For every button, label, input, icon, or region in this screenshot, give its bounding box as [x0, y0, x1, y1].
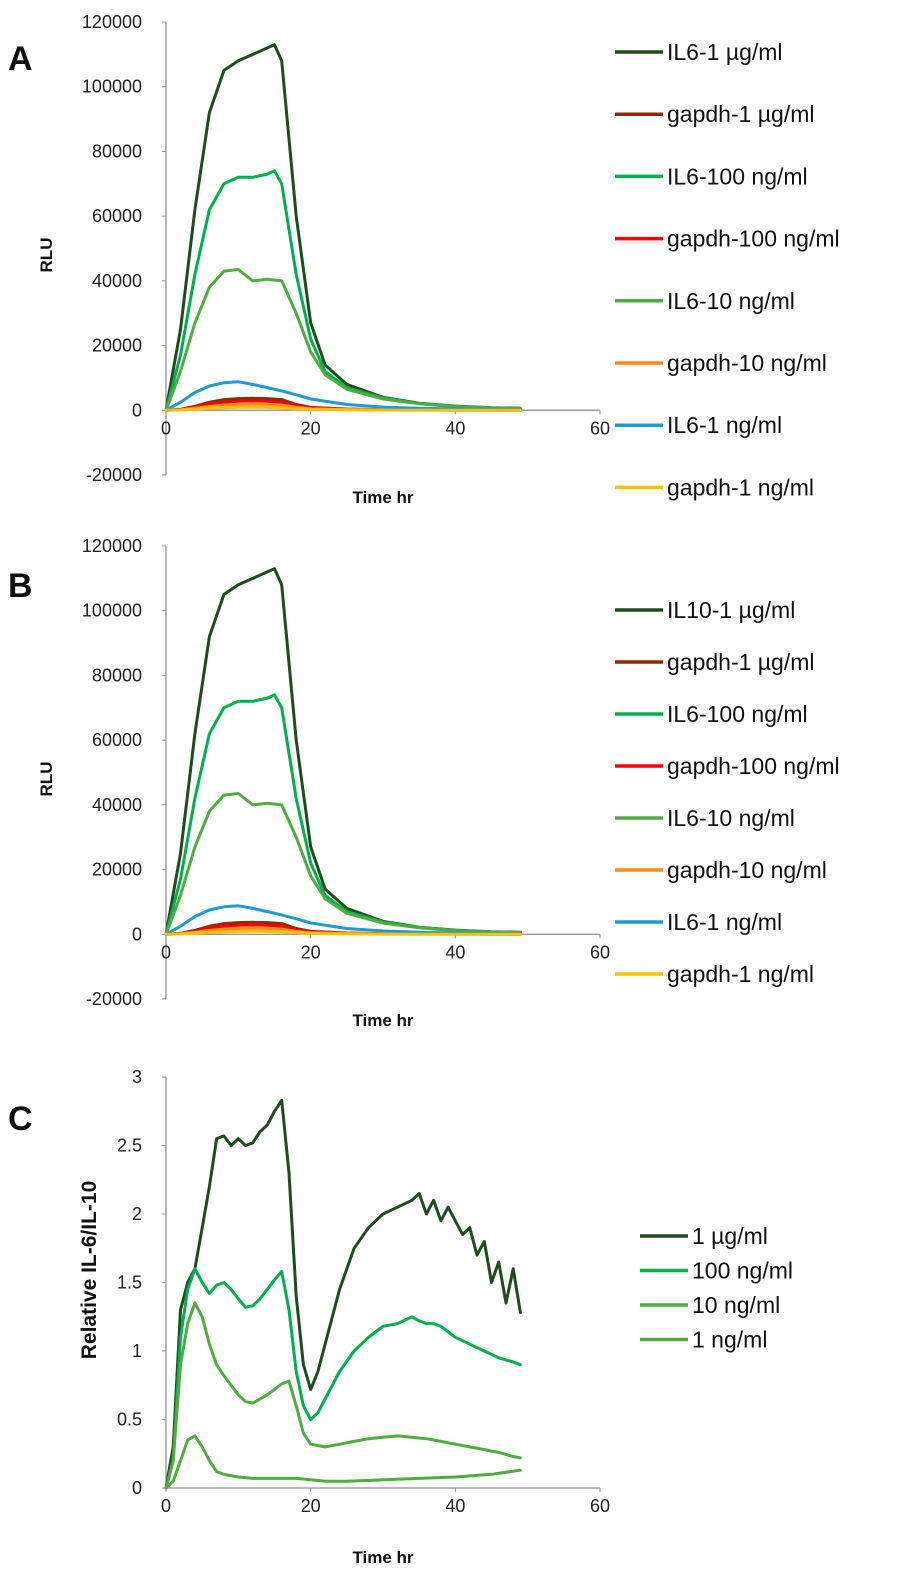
panel-b-y-tick-label: 80000: [92, 665, 142, 685]
panel-b-x-tick-label: 0: [161, 942, 171, 962]
panel-b-y-tick-label: 40000: [92, 795, 142, 815]
panel-a-legend-label-1: IL6-1 µg/ml: [667, 39, 783, 65]
panel-b-legend-label-8: gapdh-1 ng/ml: [667, 961, 814, 987]
panel-a-legend-label-3: IL6-100 ng/ml: [667, 163, 808, 189]
panel-b-y-tick-label: 20000: [92, 860, 142, 880]
panel-b-series-line-3: [164, 693, 522, 936]
panel-a-y-tick-label: 100000: [82, 77, 142, 97]
panel-a-series-line-3: [164, 169, 522, 412]
panel-c-y-tick-label: 0.5: [117, 1410, 142, 1430]
panel-c-series-line-3: [164, 1301, 522, 1490]
panel-a-series-line-7: [164, 380, 522, 412]
panel-letter-b: B: [8, 567, 33, 605]
panel-a-y-tick-label: 120000: [82, 12, 142, 32]
panel-b-legend: IL10-1 µg/ml gapdh-1 µg/ml IL6-100 ng/ml ga…: [615, 597, 840, 987]
panel-a-y-axis-label: RLU: [37, 238, 56, 273]
panel-a-y-tick-label: 20000: [92, 336, 142, 356]
panel-c-y-tick-label: 2: [132, 1204, 142, 1224]
panel-c-x-tick-label: 20: [301, 1496, 321, 1516]
panel-a-y-tick-label: 40000: [92, 271, 142, 291]
panel-a-series-line-1: [164, 43, 522, 412]
panel-c-y-tick-label: 2.5: [117, 1136, 142, 1156]
panel-b-y-tick-label: 100000: [82, 601, 142, 621]
panel-b-y-tick-label: 120000: [82, 536, 142, 556]
panel-letter-c: C: [8, 1100, 33, 1138]
panel-b-legend-label-5: IL6-10 ng/ml: [667, 805, 795, 831]
panel-b-axes: -20000 0 20000 40000 60000 80000 100000 120000 0…: [82, 536, 610, 1009]
panel-b-legend-label-2: gapdh-1 µg/ml: [667, 649, 815, 675]
panel-a-series-line-8: [164, 405, 522, 412]
panel-b-series-line-1: [164, 567, 522, 936]
panel-b-x-tick-label: 60: [590, 942, 610, 962]
panel-b-x-tick-label: 20: [301, 942, 321, 962]
panel-b-legend-label-1: IL10-1 µg/ml: [667, 597, 795, 623]
panel-c: C Relative IL-6/IL-10 Time hr 0 0.5 1 1.5 2 2…: [8, 1067, 793, 1567]
panel-b-legend-label-7: IL6-1 ng/ml: [667, 909, 782, 935]
panel-a-x-tick-label: 0: [161, 418, 171, 438]
panel-b-legend-label-3: IL6-100 ng/ml: [667, 701, 808, 727]
panel-a-legend-label-6: gapdh-10 ng/ml: [667, 350, 827, 376]
panel-c-x-tick-label: 60: [590, 1496, 610, 1516]
panel-a-legend: IL6-1 µg/ml gapdh-1 µg/ml IL6-100 ng/ml gap…: [615, 39, 840, 500]
panel-a-series-line-5: [164, 268, 522, 412]
panel-a-x-tick-label: 40: [445, 418, 465, 438]
panel-c-series-line-4: [164, 1434, 522, 1490]
panel-c-axes: 0 0.5 1 1.5 2 2.5 3 0 20 40 60: [117, 1067, 610, 1516]
panel-b-y-axis-label: RLU: [37, 762, 56, 797]
panel-c-legend-label-1: 1 µg/ml: [692, 1223, 768, 1249]
panel-b-series-line-5: [164, 792, 522, 936]
panel-c-series-line-1: [164, 1098, 522, 1490]
panel-letter-a: A: [8, 40, 33, 78]
panel-c-series-line-2: [164, 1267, 522, 1490]
panel-c-y-tick-label: 3: [132, 1067, 142, 1087]
panel-c-y-tick-label: 1: [132, 1341, 142, 1361]
panel-b-y-tick-label: 60000: [92, 730, 142, 750]
panel-c-legend-label-3: 10 ng/ml: [692, 1292, 780, 1318]
panel-b-series-line-8: [164, 929, 522, 936]
panel-c-y-tick-label: 1.5: [117, 1273, 142, 1293]
panel-a-legend-label-4: gapdh-100 ng/ml: [667, 226, 840, 252]
panel-a-y-tick-label: 60000: [92, 206, 142, 226]
panel-a-y-tick-label: -20000: [86, 465, 142, 485]
panel-b-legend-label-6: gapdh-10 ng/ml: [667, 857, 827, 883]
panel-c-x-tick-label: 40: [445, 1496, 465, 1516]
panel-a-legend-label-2: gapdh-1 µg/ml: [667, 101, 815, 127]
panel-b-legend-label-4: gapdh-100 ng/ml: [667, 753, 840, 779]
panel-c-y-axis-label: Relative IL-6/IL-10: [78, 1181, 101, 1360]
panel-a-legend-label-8: gapdh-1 ng/ml: [667, 474, 814, 500]
panel-c-series: [164, 1098, 522, 1490]
panel-a-legend-label-7: IL6-1 ng/ml: [667, 412, 782, 438]
panel-a-y-tick-label: 0: [132, 400, 142, 420]
panel-b-series-line-7: [164, 904, 522, 936]
panel-b-y-tick-label: 0: [132, 924, 142, 944]
panel-c-x-tick-label: 0: [161, 1496, 171, 1516]
panel-c-legend-label-2: 100 ng/ml: [692, 1258, 793, 1284]
panel-a-x-tick-label: 20: [301, 418, 321, 438]
panel-c-x-axis-label: Time hr: [352, 1548, 413, 1567]
panel-c-y-tick-label: 0: [132, 1478, 142, 1498]
panel-a-legend-label-5: IL6-10 ng/ml: [667, 288, 795, 314]
panel-b-x-tick-label: 40: [445, 942, 465, 962]
panel-a-series: [164, 43, 522, 412]
panel-a: A RLU Time hr -20000 0 20000 40000 60000 8000…: [8, 12, 840, 507]
panel-b-x-axis-label: Time hr: [352, 1011, 413, 1030]
panel-b: B RLU Time hr -20000 0 20000 40000 60000 8000…: [8, 536, 840, 1030]
panel-a-x-tick-label: 60: [590, 418, 610, 438]
panel-a-y-tick-label: 80000: [92, 141, 142, 161]
panel-a-axes: -20000 0 20000 40000 60000 80000 100000 120000 0…: [82, 12, 610, 485]
panel-b-y-tick-label: -20000: [86, 989, 142, 1009]
panel-c-legend-label-4: 1 ng/ml: [692, 1327, 767, 1353]
panel-b-series: [164, 567, 522, 936]
panel-a-x-axis-label: Time hr: [352, 488, 413, 507]
panel-c-legend: 1 µg/ml 100 ng/ml 10 ng/ml 1 ng/ml: [640, 1223, 793, 1353]
